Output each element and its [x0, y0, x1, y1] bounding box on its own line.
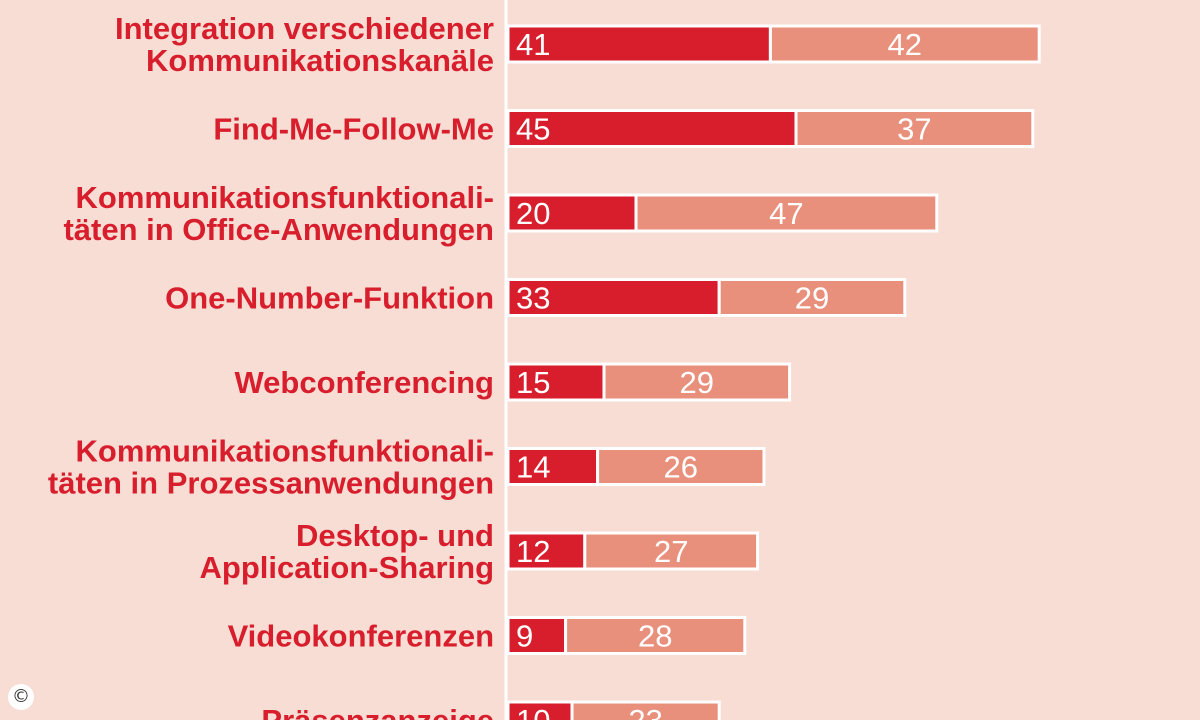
value-label: 45	[516, 112, 550, 147]
category-label-line: Kommunikationsfunktionali-	[76, 180, 495, 215]
value-label: 20	[516, 196, 550, 231]
category-label-line: Integration verschiedener	[115, 11, 494, 46]
bar-segment-series-2	[717, 278, 907, 317]
bar-segment-series-2	[768, 24, 1041, 64]
value-label: 29	[795, 281, 829, 316]
category-label: Kommunikationsfunktionali-täten in Offic…	[63, 180, 494, 247]
bar-segment-series-2	[634, 193, 939, 233]
bar-segment-series-2	[570, 700, 721, 720]
value-label: 42	[888, 27, 922, 62]
bar-segment-series-1	[506, 700, 574, 720]
bar-segment-series-1	[506, 616, 568, 655]
category-label-line: Find-Me-Follow-Me	[213, 112, 494, 147]
value-label: 15	[516, 365, 550, 400]
category-label-line: Kommunikationsfunktionali-	[76, 434, 495, 469]
bar-segment-series-2	[596, 447, 766, 486]
category-label-line: täten in Office-Anwendungen	[63, 212, 494, 247]
value-label: 27	[654, 534, 688, 569]
category-label: Präsenzanzeige	[261, 703, 494, 720]
category-label: Desktop- und Application-Sharing	[200, 518, 495, 585]
category-label-line: Desktop- und	[296, 518, 494, 553]
bar-segment-series-1	[506, 109, 798, 148]
value-label: 28	[638, 619, 672, 654]
category-label: Webconferencing	[234, 365, 494, 400]
bar-segment-series-2	[794, 109, 1035, 148]
value-label: 23	[628, 703, 662, 720]
bar-segment-series-2	[602, 362, 792, 402]
bar-segment-series-2	[583, 531, 760, 571]
category-label-line: Kommunikationskanäle	[146, 43, 494, 78]
category-label-line: Application-Sharing	[200, 550, 495, 585]
category-label-line: Präsenzanzeige	[261, 703, 494, 720]
category-label-line: Videokonferenzen	[228, 619, 494, 654]
category-label-line: täten in Prozessanwendungen	[48, 466, 494, 501]
value-label: 14	[516, 450, 550, 485]
category-label-line: Webconferencing	[234, 365, 494, 400]
category-label: Find-Me-Follow-Me	[213, 112, 494, 147]
category-label: One-Number-Funktion	[165, 281, 494, 316]
value-label: 12	[516, 534, 550, 569]
category-label-line: One-Number-Funktion	[165, 281, 494, 316]
value-label: 41	[516, 27, 550, 62]
value-label: 29	[680, 365, 714, 400]
bar-segment-series-2	[564, 616, 747, 655]
category-label: Videokonferenzen	[228, 619, 494, 654]
copyright-icon: ©	[8, 684, 34, 710]
value-label: 10	[516, 703, 550, 720]
value-label: 47	[769, 196, 803, 231]
value-label: 37	[897, 112, 931, 147]
value-label: 33	[516, 281, 550, 316]
category-label: Integration verschiedener Kommunikationsk…	[115, 11, 494, 78]
value-label: 9	[516, 619, 533, 654]
value-label: 26	[664, 450, 698, 485]
category-label: Kommunikationsfunktionali-täten in Proze…	[48, 434, 494, 501]
